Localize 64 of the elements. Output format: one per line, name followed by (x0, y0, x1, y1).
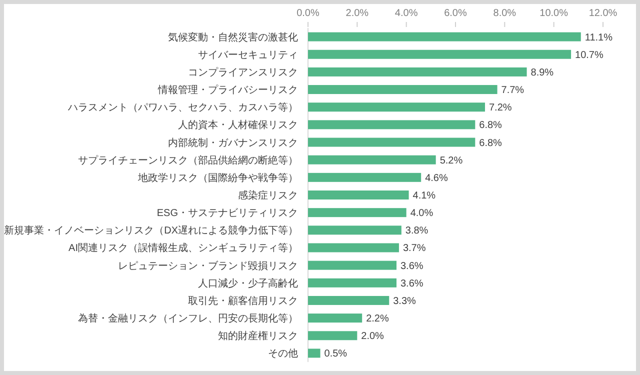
y-tick-label: 取引先・顧客信用リスク (188, 294, 298, 307)
data-label: 5.2% (440, 155, 463, 166)
y-tick-label: 情報管理・プライバシーリスク (157, 84, 298, 96)
bar (308, 120, 476, 130)
x-tick-label: 8.0% (493, 8, 516, 19)
data-label: 10.7% (575, 50, 604, 61)
data-label: 6.8% (479, 120, 502, 132)
bar (308, 190, 409, 200)
data-label: 3.8% (405, 226, 428, 237)
data-label: 2.0% (361, 331, 384, 342)
bar (308, 278, 396, 288)
y-tick-label: サプライチェーンリスク（部品供給網の断絶等） (78, 154, 298, 166)
y-tick-label: ハラスメント（パワハラ、セクハラ、カスハラ等） (67, 102, 298, 114)
y-tick-label: 新規事業・イノベーションリスク（DX遅れによる競争力低下等） (4, 224, 298, 237)
bar (308, 50, 572, 59)
y-tick-label: 内部統制・ガバナンスリスク (168, 136, 298, 149)
x-tick-label: 12.0% (588, 8, 618, 19)
data-label: 0.5% (324, 348, 348, 360)
data-label: 8.9% (530, 67, 554, 78)
bar (308, 331, 358, 340)
x-tick-label: 10.0% (540, 8, 568, 19)
data-label: 6.8% (479, 138, 502, 149)
y-tick-label: 地政学リスク（国際紛争や戦争等） (137, 172, 298, 184)
bar (308, 208, 406, 218)
y-tick-label: 人口減少・少子高齢化 (198, 277, 298, 290)
y-tick-label: 為替・金融リスク（インフレ、円安の長期化等） (78, 312, 298, 325)
bar (308, 226, 402, 235)
x-tick-label: 6.0% (444, 8, 468, 19)
y-tick-label: その他 (268, 348, 298, 360)
bar (308, 172, 422, 182)
x-tick-label: 2.0% (346, 8, 369, 19)
data-label: 11.1% (584, 32, 613, 44)
bar (308, 314, 362, 323)
y-tick-label: 知的財産権リスク (218, 330, 298, 342)
y-tick-label: サイバーセキュリティ (198, 50, 298, 61)
data-label: 4.6% (425, 172, 448, 184)
bar (308, 348, 320, 358)
bar (308, 243, 399, 252)
x-tick-label: 0.0% (296, 8, 320, 19)
x-tick-label: 4.0% (394, 8, 418, 19)
data-label: 3.3% (393, 296, 416, 307)
bar (308, 260, 396, 270)
data-label: 4.0% (410, 208, 434, 220)
bar (308, 102, 485, 112)
y-tick-label: 感染症リスク (238, 190, 298, 202)
bar (308, 138, 476, 147)
data-label: 7.7% (501, 85, 524, 96)
bar (308, 85, 498, 94)
y-tick-label: AI関連リスク（誤情報生成、シンギュラリティ等） (68, 242, 298, 254)
y-tick-label: 人的資本・人材確保リスク (178, 119, 298, 132)
data-label: 3.7% (402, 243, 426, 254)
bar (308, 296, 390, 305)
data-label: 3.6% (400, 278, 424, 290)
y-tick-label: 気候変動・自然災害の激甚化 (168, 31, 298, 44)
data-label: 4.1% (412, 190, 436, 202)
data-label: 3.6% (400, 260, 424, 272)
bar (308, 155, 436, 164)
y-tick-label: レピュテーション・ブランド毀損リスク (118, 260, 298, 272)
data-label: 7.2% (489, 102, 512, 114)
y-tick-label: コンプライアンスリスク (188, 66, 298, 78)
bar (308, 32, 581, 42)
bar (308, 67, 527, 76)
y-tick-label: ESG・サステナビリティリスク (156, 208, 298, 220)
data-label: 2.2% (366, 314, 389, 325)
